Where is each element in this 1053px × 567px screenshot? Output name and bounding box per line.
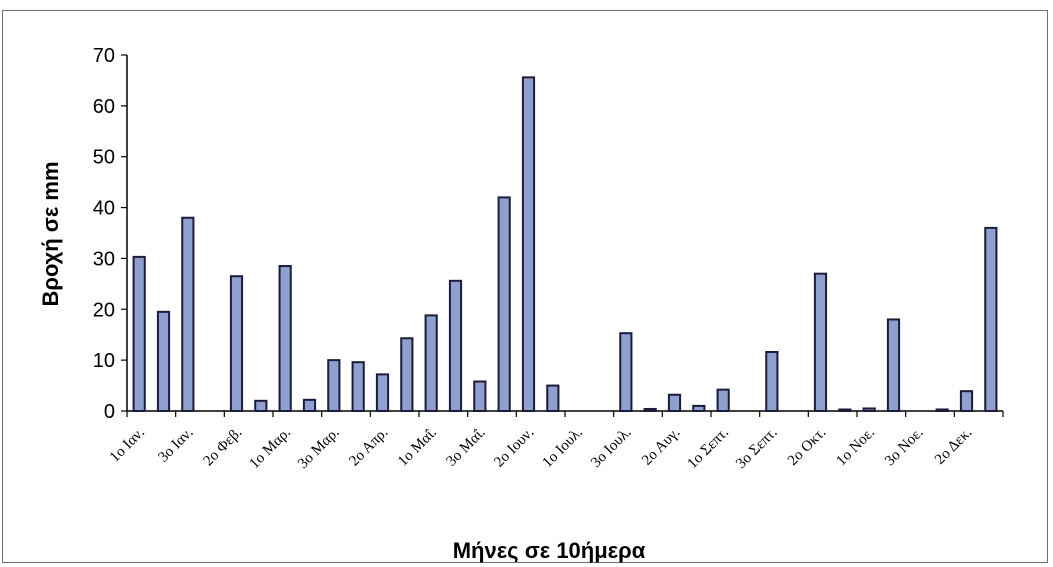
y-tick-label: 10 xyxy=(93,350,115,372)
y-tick-label: 70 xyxy=(93,45,115,67)
y-tick-label: 0 xyxy=(104,401,115,423)
bar xyxy=(765,351,779,413)
bar xyxy=(667,393,682,413)
x-tick-label: 1ο Ιαν. xyxy=(107,425,148,466)
y-tick-label: 50 xyxy=(93,147,115,169)
bar xyxy=(497,196,511,412)
y-axis: 0 10 20 30 40 50 60 70 xyxy=(93,45,128,423)
x-tick-labels: 1ο Ιαν. 3ο Ιαν. 2ο Φεβ. 1ο Μαρ. 3ο Μαρ. 2ο Απ… xyxy=(107,425,975,473)
bar xyxy=(132,255,146,412)
y-tick-label: 30 xyxy=(93,248,115,270)
x-tick-label: 3ο Σεπτ. xyxy=(733,425,780,472)
bar xyxy=(716,388,730,413)
x-tick-label: 1ο Ιουλ. xyxy=(540,425,586,471)
bars xyxy=(132,76,998,413)
x-tick-label: 2ο Φεβ. xyxy=(200,425,245,470)
bar xyxy=(521,76,536,412)
bar xyxy=(302,398,317,412)
bar xyxy=(935,408,949,413)
x-tick-label: 1ο Μαρ. xyxy=(247,425,295,473)
y-tick-label: 40 xyxy=(93,198,115,220)
x-tick-label: 2ο Δεκ. xyxy=(932,425,975,468)
bar xyxy=(692,404,706,413)
y-tick-label: 20 xyxy=(93,299,115,321)
bar xyxy=(400,337,414,412)
y-tick-label: 60 xyxy=(93,96,115,118)
x-axis xyxy=(126,410,1004,417)
bar xyxy=(424,314,438,413)
bar xyxy=(473,380,487,412)
x-tick-label: 3ο Νοε. xyxy=(882,425,927,470)
bar xyxy=(181,216,195,412)
bar xyxy=(813,272,828,412)
x-axis-title: Μήνες σε 10ήμερα xyxy=(453,538,646,563)
y-axis-title: Βροχή σε mm xyxy=(38,161,63,306)
x-tick-label: 2ο Απρ. xyxy=(346,425,391,470)
bar xyxy=(375,373,390,413)
bar xyxy=(886,318,901,412)
bar xyxy=(278,265,292,412)
x-tick-label: 3ο Ιουλ. xyxy=(588,425,634,471)
bar xyxy=(643,407,657,413)
x-tick-label: 2ο Αυγ. xyxy=(639,425,683,469)
bar xyxy=(351,361,365,412)
bar xyxy=(862,407,876,412)
bar xyxy=(838,408,852,412)
x-tick-label: 1ο Μαΐ. xyxy=(395,425,440,470)
bar xyxy=(619,332,633,412)
bar xyxy=(327,359,341,413)
x-tick-label: 3ο Μαΐ. xyxy=(444,425,489,470)
x-tick-label: 2ο Οκτ. xyxy=(785,425,829,469)
x-tick-label: 2ο Ιουν. xyxy=(491,425,537,471)
bar xyxy=(546,384,560,413)
bar xyxy=(229,275,244,413)
bar xyxy=(448,279,463,412)
bar xyxy=(254,399,268,412)
x-tick-label: 1ο Σεπτ. xyxy=(685,425,732,472)
x-tick-label: 3ο Ιαν. xyxy=(156,425,197,466)
bar xyxy=(156,310,171,412)
bar xyxy=(959,390,974,413)
x-tick-label: 3ο Μαρ. xyxy=(295,425,343,473)
bar xyxy=(984,226,998,412)
x-tick-label: 1ο Νοε. xyxy=(833,425,878,470)
